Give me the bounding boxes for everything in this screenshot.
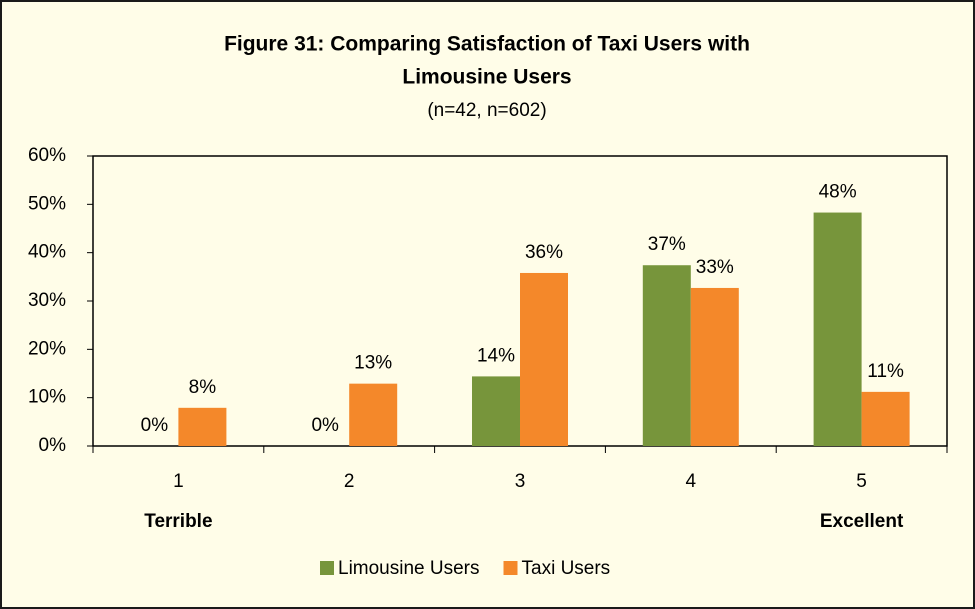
x-tick-label: 5 xyxy=(856,471,867,492)
data-label: 8% xyxy=(189,377,217,398)
x-tick-label: 4 xyxy=(686,471,697,492)
scale-label: Terrible xyxy=(144,511,212,532)
y-tick-label: 50% xyxy=(28,193,66,214)
y-tick-label: 10% xyxy=(28,387,66,408)
chart-subtitle: (n=42, n=602) xyxy=(427,100,546,121)
legend-swatch xyxy=(320,561,334,575)
legend-swatch xyxy=(503,561,518,575)
x-tick-label: 2 xyxy=(344,471,355,492)
y-tick-label: 60% xyxy=(28,145,66,166)
y-tick-label: 0% xyxy=(39,435,67,456)
bar xyxy=(520,272,568,446)
chart-title-line: Limousine Users xyxy=(402,66,571,89)
bar xyxy=(472,376,520,446)
data-label: 14% xyxy=(477,345,515,366)
bar xyxy=(349,383,398,446)
data-label: 48% xyxy=(819,182,857,203)
bar xyxy=(178,407,227,446)
bar xyxy=(690,287,739,446)
data-label: 11% xyxy=(867,361,904,382)
bar xyxy=(642,265,691,446)
x-tick-label: 3 xyxy=(515,471,526,492)
data-label: 33% xyxy=(696,257,734,278)
legend-label: Limousine Users xyxy=(338,558,480,579)
scale-label: Excellent xyxy=(820,511,904,532)
legend-label: Taxi Users xyxy=(522,558,611,579)
data-label: 36% xyxy=(525,242,563,263)
data-label: 0% xyxy=(141,415,169,436)
y-tick-label: 20% xyxy=(28,338,66,359)
bar xyxy=(813,212,862,446)
x-tick-label: 1 xyxy=(173,471,184,492)
y-tick-label: 30% xyxy=(28,290,66,311)
data-label: 37% xyxy=(648,234,686,255)
data-label: 13% xyxy=(354,353,392,374)
chart-title-line: Figure 31: Comparing Satisfaction of Tax… xyxy=(224,33,750,56)
y-tick-label: 40% xyxy=(28,242,66,263)
bar xyxy=(861,391,910,446)
data-label: 0% xyxy=(311,415,339,436)
